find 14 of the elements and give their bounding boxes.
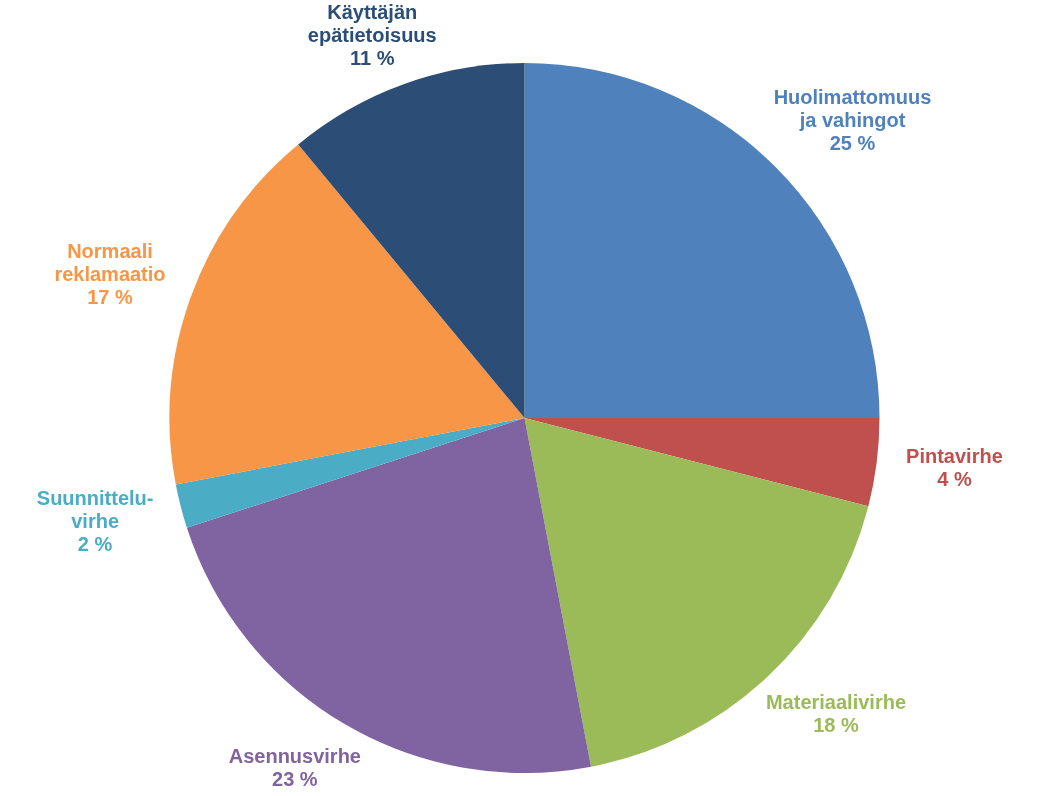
data-label: 2 % <box>77 532 113 555</box>
slice-label: Asennusvirhe <box>228 745 361 768</box>
slice-label: Normaali reklamaatio <box>54 240 166 286</box>
data-label: 23 % <box>272 768 318 791</box>
data-label: 11 % <box>350 47 395 70</box>
data-label: 4 % <box>937 468 972 491</box>
slice-label: Käyttäjän epätietoisuus <box>307 1 437 47</box>
data-label: 25 % <box>829 131 876 154</box>
data-label: 17 % <box>87 286 133 309</box>
data-label: 18 % <box>813 714 859 737</box>
slice-label: Suunnittelu-virhe <box>36 486 154 532</box>
slice-label: Materiaalivirhe <box>765 691 907 714</box>
slice-label: Pintavirhe <box>906 445 1003 468</box>
slice-label: Huolimattomuus ja vahingot <box>773 85 932 131</box>
